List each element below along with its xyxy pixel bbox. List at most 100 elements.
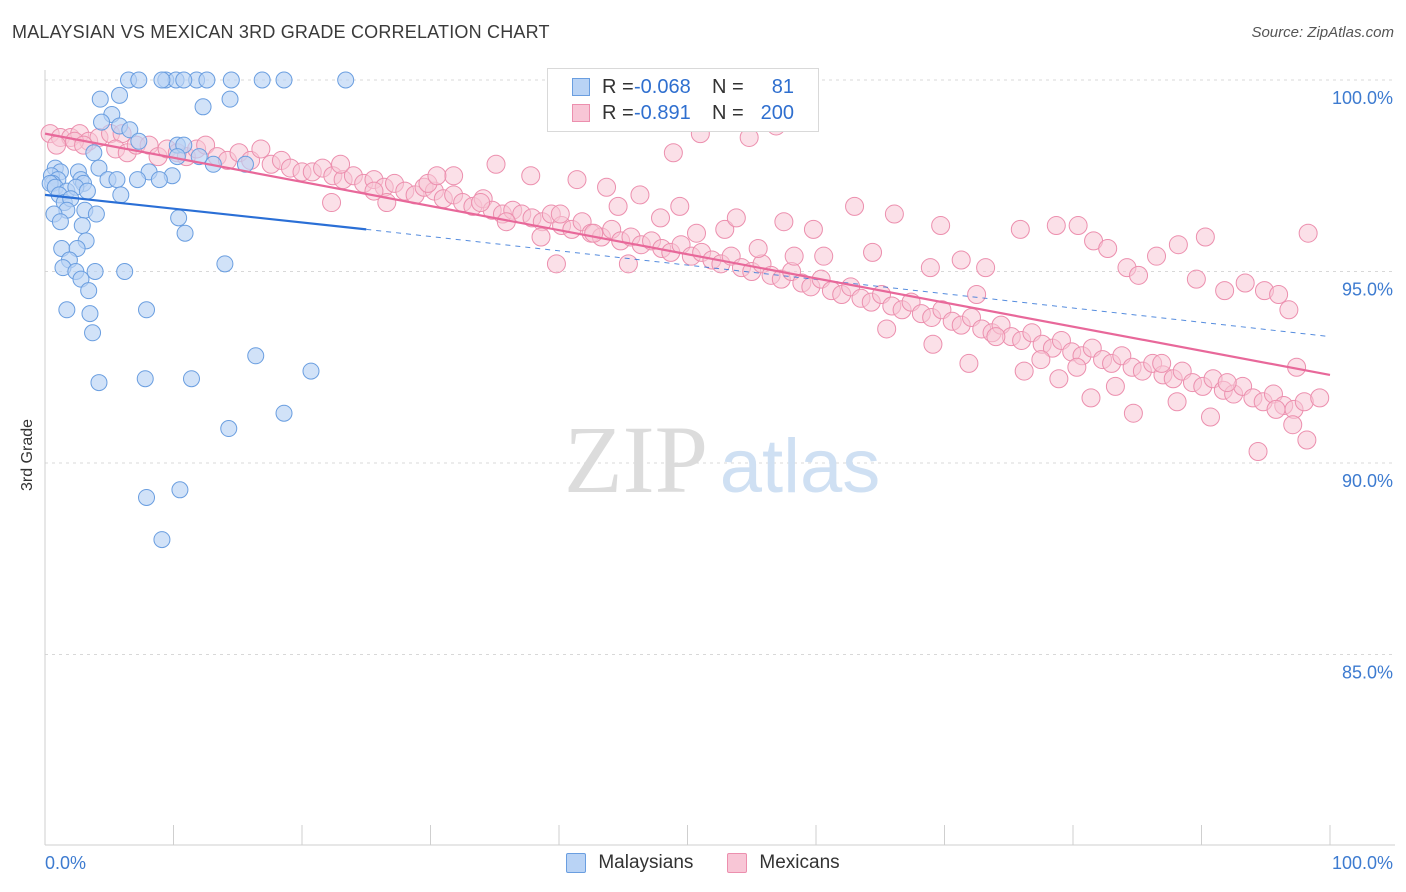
mexican-point xyxy=(1014,361,1034,381)
malaysian-point xyxy=(153,71,171,89)
malaysian-point xyxy=(138,488,156,506)
legend-item-malaysians[interactable]: Malaysians xyxy=(566,852,693,874)
malaysian-point xyxy=(302,362,320,380)
legend-row-mexicans: R = -0.891 N = 200 xyxy=(572,101,794,125)
mexican-point xyxy=(1195,227,1215,247)
mexican-point xyxy=(1200,407,1220,427)
mexican-point xyxy=(884,204,904,224)
mexican-point xyxy=(1129,265,1149,285)
legend-item-mexicans[interactable]: Mexicans xyxy=(727,852,840,874)
malaysian-point xyxy=(81,305,99,323)
r-value: -0.891 xyxy=(634,101,691,124)
mexican-point xyxy=(47,135,67,155)
malaysian-point xyxy=(136,370,154,388)
malaysian-point xyxy=(130,71,148,89)
malaysian-point xyxy=(194,98,212,116)
mexican-point xyxy=(803,219,823,239)
mexican-swatch xyxy=(572,104,590,122)
r-label: R = xyxy=(602,101,634,124)
mexican-point xyxy=(784,246,804,266)
x-tick-label: 0.0% xyxy=(45,853,86,873)
malaysian-point xyxy=(121,121,139,139)
mexican-point xyxy=(1310,388,1330,408)
mexican-point xyxy=(1105,376,1125,396)
mexican-point xyxy=(1186,269,1206,289)
malaysian-point xyxy=(108,171,126,189)
source-label: Source: ZipAtlas.com xyxy=(1251,24,1394,41)
malaysian-point xyxy=(222,71,240,89)
mexican-point xyxy=(1067,357,1087,377)
malaysian-point xyxy=(138,301,156,319)
mexican-point xyxy=(1123,403,1143,423)
r-value: -0.068 xyxy=(634,75,691,98)
n-label: N = xyxy=(712,101,744,124)
mexican-point xyxy=(748,239,768,259)
mexican-point xyxy=(1298,223,1318,243)
mexican-trend-line xyxy=(44,132,1331,376)
mexican-point xyxy=(1266,399,1286,419)
mexican-point xyxy=(251,139,271,159)
legend-label-malaysians: Malaysians xyxy=(598,852,694,873)
malaysian-point xyxy=(275,71,293,89)
mexican-point xyxy=(584,223,604,243)
mexican-point xyxy=(618,254,638,274)
malaysian-point xyxy=(84,324,102,342)
mexican-point xyxy=(931,216,951,236)
malaysian-point xyxy=(175,71,193,89)
r-label: R = xyxy=(602,75,634,98)
malaysian-point xyxy=(90,159,108,177)
mexican-point xyxy=(521,166,541,186)
malaysian-point xyxy=(182,370,200,388)
n-value: 200 xyxy=(760,101,794,124)
malaysian-point xyxy=(86,263,104,280)
mexican-point xyxy=(471,193,491,213)
malaysian-point xyxy=(337,71,355,89)
mexican-point xyxy=(1297,430,1317,450)
malaysian-point xyxy=(221,90,239,108)
mexican-point xyxy=(1215,281,1235,301)
axes xyxy=(44,70,1395,846)
mexican-points xyxy=(40,116,1330,462)
malaysian-legend-swatch xyxy=(566,853,587,873)
malaysian-point xyxy=(190,148,208,166)
mexican-legend-swatch xyxy=(727,853,748,873)
mexican-point xyxy=(1168,235,1188,255)
malaysian-point xyxy=(93,113,111,131)
malaysian-point xyxy=(247,347,265,365)
mexican-point xyxy=(967,284,987,304)
mexican-point xyxy=(1279,300,1299,320)
mexican-point xyxy=(877,319,897,339)
stats-legend: R = -0.068 N = 81 R = -0.891 N = 200 xyxy=(547,68,819,132)
mexican-point xyxy=(1031,350,1051,370)
mexican-point xyxy=(1098,239,1118,259)
mexican-point xyxy=(663,143,683,163)
mexican-point xyxy=(651,208,671,228)
malaysian-point xyxy=(198,71,216,89)
malaysian-swatch xyxy=(572,78,590,96)
mexican-point xyxy=(1283,415,1303,435)
mexican-point xyxy=(726,208,746,228)
mexican-point xyxy=(951,250,971,270)
malaysian-point xyxy=(176,224,194,242)
mexican-point xyxy=(1046,216,1066,236)
n-label: N = xyxy=(712,75,744,98)
malaysian-point xyxy=(171,481,189,499)
malaysian-point xyxy=(85,144,103,162)
chart-title: MALAYSIAN VS MEXICAN 3RD GRADE CORRELATI… xyxy=(12,22,550,42)
trend-lines xyxy=(44,132,1331,376)
malaysian-point xyxy=(112,186,130,204)
malaysian-point xyxy=(73,217,91,235)
zipatlas-watermark: ZIP atlas xyxy=(564,406,880,513)
malaysian-point xyxy=(90,374,108,392)
malaysian-trend-line xyxy=(44,193,367,231)
mexican-point xyxy=(923,334,943,354)
y-tick-label: 95.0% xyxy=(1342,280,1393,300)
malaysian-point xyxy=(87,205,105,223)
malaysian-point xyxy=(51,213,69,231)
mexican-point xyxy=(959,353,979,373)
mexican-point xyxy=(686,223,706,243)
malaysian-point xyxy=(78,182,96,200)
mexican-point xyxy=(845,196,865,216)
mexican-point xyxy=(976,258,996,278)
